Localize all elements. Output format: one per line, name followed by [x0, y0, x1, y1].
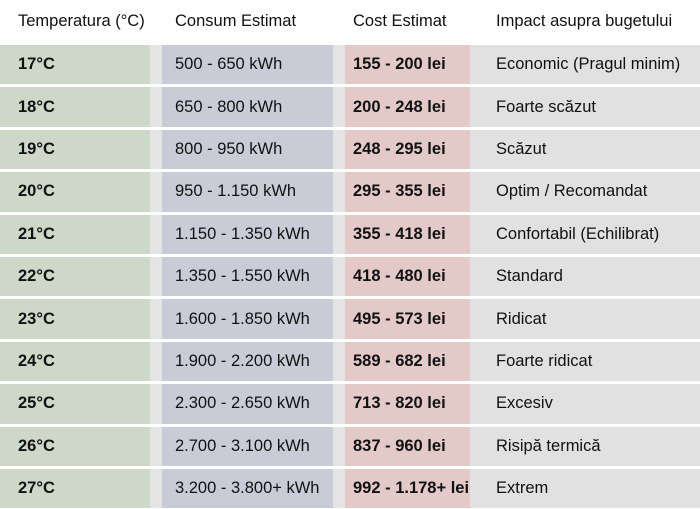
cell-cost: 248 - 295 lei	[345, 129, 470, 170]
header-impact: Impact asupra bugetului	[496, 11, 673, 30]
header-temperature: Temperatura (°C)	[18, 11, 145, 30]
cell-cost: 837 - 960 lei	[345, 426, 470, 466]
cell-consumption: 3.200 - 3.800+ kWh	[162, 468, 333, 509]
table-row: 24°C 1.900 - 2.200 kWh 589 - 682 lei Foarte…	[0, 338, 700, 382]
table-row: 20°C 950 - 1.150 kWh 295 - 355 lei Optim / …	[0, 169, 700, 212]
cell-consumption: 650 - 800 kWh	[162, 87, 333, 127]
cell-consumption: 500 - 650 kWh	[162, 45, 333, 85]
cell-cost: 495 - 573 lei	[345, 299, 470, 339]
cell-consumption: 1.900 - 2.200 kWh	[162, 341, 333, 382]
cell-consumption: 1.350 - 1.550 kWh	[162, 256, 333, 297]
cell-cost: 713 - 820 lei	[345, 384, 470, 424]
cell-impact: Economic (Pragul minim)	[470, 45, 700, 85]
table-row: 17°C 500 - 650 kWh 155 - 200 lei Economic (…	[0, 42, 700, 85]
header-consumption: Consum Estimat	[175, 11, 297, 30]
cell-cost: 355 - 418 lei	[345, 214, 470, 254]
cell-cost: 992 - 1.178+ lei	[345, 468, 470, 509]
cell-cost: 155 - 200 lei	[345, 45, 470, 85]
cell-cost: 295 - 355 lei	[345, 172, 470, 212]
cell-impact: Standard	[470, 256, 700, 297]
cell-temperature: 21°C	[0, 214, 150, 254]
cell-consumption: 2.300 - 2.650 kWh	[162, 384, 333, 424]
cell-cost: 589 - 682 lei	[345, 341, 470, 382]
table-row: 25°C 2.300 - 2.650 kWh 713 - 820 lei Excesi…	[0, 381, 700, 424]
cell-temperature: 18°C	[0, 87, 150, 127]
cell-impact: Risipă termică	[470, 426, 700, 466]
cell-temperature: 27°C	[0, 468, 150, 509]
cell-temperature: 25°C	[0, 384, 150, 424]
cell-temperature: 26°C	[0, 426, 150, 466]
cell-impact: Foarte ridicat	[470, 341, 700, 382]
cell-temperature: 20°C	[0, 172, 150, 212]
header-cost: Cost Estimat	[353, 11, 447, 30]
cell-impact: Confortabil (Echilibrat)	[470, 214, 700, 254]
cell-cost: 418 - 480 lei	[345, 256, 470, 297]
cell-consumption: 950 - 1.150 kWh	[162, 172, 333, 212]
cell-impact: Foarte scăzut	[470, 87, 700, 127]
cell-impact: Scăzut	[470, 129, 700, 170]
table-row: 27°C 3.200 - 3.800+ kWh 992 - 1.178+ lei Ex…	[0, 465, 700, 509]
cell-temperature: 19°C	[0, 129, 150, 170]
cell-temperature: 23°C	[0, 299, 150, 339]
table-row: 22°C 1.350 - 1.550 kWh 418 - 480 lei Standa…	[0, 253, 700, 297]
cell-temperature: 24°C	[0, 341, 150, 382]
cell-temperature: 22°C	[0, 256, 150, 297]
table-row: 19°C 800 - 950 kWh 248 - 295 lei Scăzut	[0, 126, 700, 170]
table-row: 26°C 2.700 - 3.100 kWh 837 - 960 lei Risipă…	[0, 423, 700, 466]
cell-consumption: 800 - 950 kWh	[162, 129, 333, 170]
table-header: Temperatura (°C) Consum Estimat Cost Est…	[0, 0, 700, 42]
cell-cost: 200 - 248 lei	[345, 87, 470, 127]
cell-impact: Excesiv	[470, 384, 700, 424]
cell-impact: Ridicat	[470, 299, 700, 339]
cell-temperature: 17°C	[0, 45, 150, 85]
table-row: 21°C 1.150 - 1.350 kWh 355 - 418 lei Confor…	[0, 211, 700, 254]
table-row: 18°C 650 - 800 kWh 200 - 248 lei Foarte scă…	[0, 84, 700, 127]
table-row: 23°C 1.600 - 1.850 kWh 495 - 573 lei Ridica…	[0, 296, 700, 339]
cell-impact: Extrem	[470, 468, 700, 509]
cell-impact: Optim / Recomandat	[470, 172, 700, 212]
table-body: 17°C 500 - 650 kWh 155 - 200 lei Economic (…	[0, 42, 700, 509]
cell-consumption: 1.150 - 1.350 kWh	[162, 214, 333, 254]
cell-consumption: 1.600 - 1.850 kWh	[162, 299, 333, 339]
cell-consumption: 2.700 - 3.100 kWh	[162, 426, 333, 466]
